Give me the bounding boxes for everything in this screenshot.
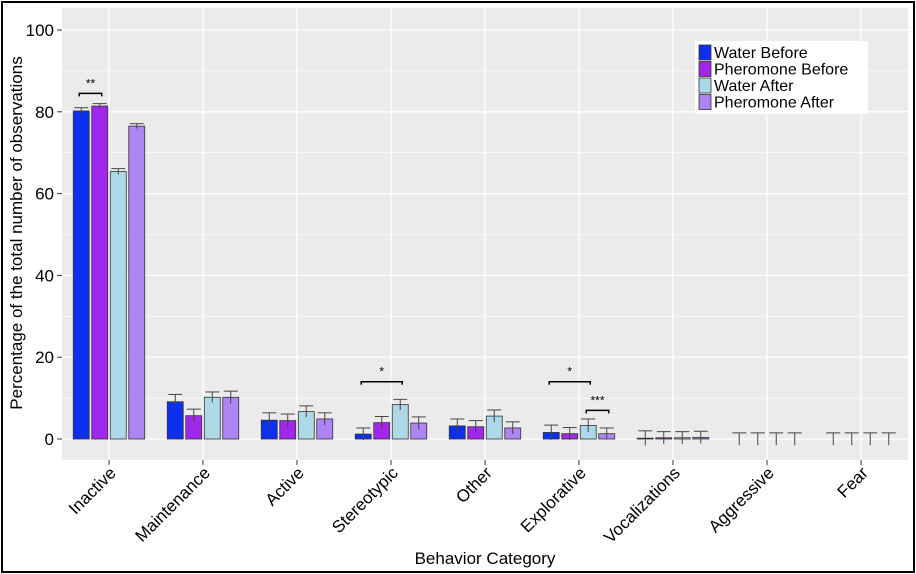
bar <box>109 171 127 440</box>
y-axis-label: Percentage of the total number of observ… <box>7 56 26 409</box>
y-tick-label: 60 <box>35 185 54 204</box>
bar <box>72 110 90 440</box>
legend-swatch <box>698 61 712 77</box>
legend-box <box>695 41 868 114</box>
y-tick-label: 40 <box>35 266 54 285</box>
legend-label: Pheromone Before <box>714 62 848 79</box>
legend-swatch <box>698 44 712 61</box>
significance-bracket <box>360 380 403 385</box>
grid-lines <box>62 8 908 460</box>
legend-label: Water Before <box>714 45 808 62</box>
bar <box>128 125 146 440</box>
significance-label: * <box>379 365 384 379</box>
significance-label: * <box>567 365 572 379</box>
significance-annotations: *** **** <box>78 76 610 414</box>
error-bars <box>74 103 896 446</box>
legend-swatch <box>698 94 712 110</box>
significance-bracket <box>78 92 103 97</box>
significance-label: ** <box>86 76 96 90</box>
bar <box>222 396 240 440</box>
y-tick-label: 100 <box>26 21 54 40</box>
y-axis: 0 20 40 60 80 100 <box>26 21 62 449</box>
y-tick-label: 20 <box>35 348 54 367</box>
bars <box>72 105 710 440</box>
significance-label: *** <box>590 393 604 407</box>
legend-swatch <box>698 77 712 94</box>
y-tick-label: 80 <box>35 103 54 122</box>
significance-bracket <box>585 409 610 414</box>
bar <box>203 396 221 440</box>
bar <box>91 105 109 440</box>
significance-bracket <box>548 380 591 385</box>
x-axis-label: Behavior Category <box>415 549 556 568</box>
y-tick-label: 0 <box>45 430 54 449</box>
legend-label: Pheromone After <box>714 95 835 112</box>
legend-label: Water After <box>714 78 794 95</box>
